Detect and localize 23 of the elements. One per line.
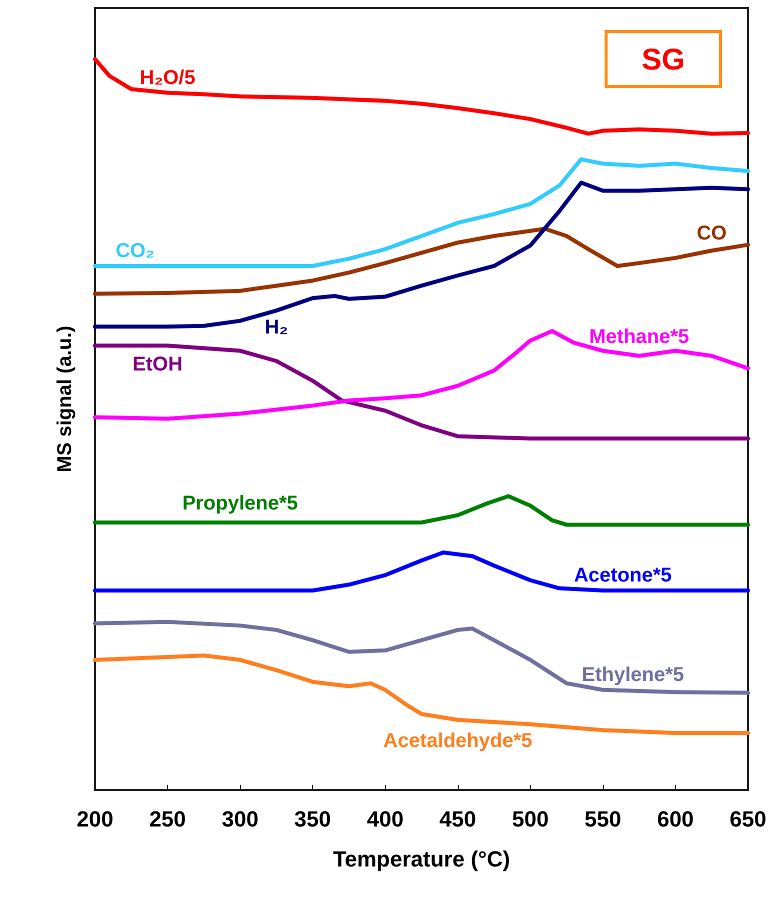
series-label: Acetaldehyde*5 <box>383 730 532 752</box>
series-label: CO <box>696 222 727 245</box>
y-axis-title: MS signal (a.u.) <box>54 326 76 472</box>
series-label: H₂O/5 <box>140 66 196 89</box>
series-label: Methane*5 <box>589 326 690 348</box>
x-tick-label: 600 <box>657 806 694 832</box>
series-label: Ethylene*5 <box>582 664 684 686</box>
x-tick-label: 450 <box>439 806 476 832</box>
series-label: H₂ <box>264 316 288 339</box>
series-label: Propylene*5 <box>182 492 298 515</box>
x-tick-label: 350 <box>294 806 332 832</box>
x-tick-label: 650 <box>730 806 766 832</box>
x-tick-label: 250 <box>149 806 186 832</box>
series-label: CO₂ <box>116 240 154 262</box>
x-tick-label: 550 <box>584 806 622 832</box>
x-tick-label: 300 <box>222 806 258 832</box>
series-label: Acetone*5 <box>574 564 672 586</box>
x-tick-label: 200 <box>76 806 114 832</box>
x-tick-label: 400 <box>366 806 404 832</box>
x-axis-title: Temperature (°C) <box>332 846 510 872</box>
annotation: SG <box>642 44 686 76</box>
x-tick-label: 500 <box>512 806 549 832</box>
series-label: EtOH <box>132 354 183 376</box>
